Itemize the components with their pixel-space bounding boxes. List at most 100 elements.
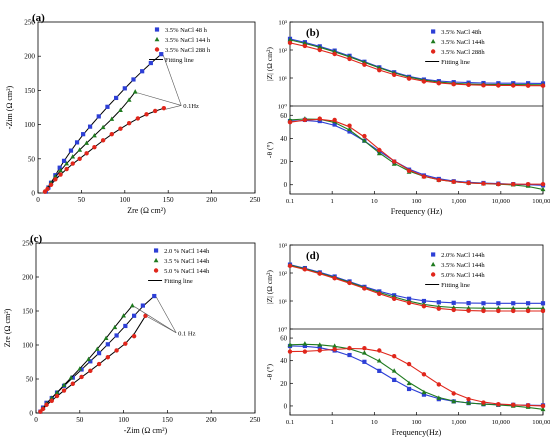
data-point-red [144, 112, 149, 117]
phase-point-red [451, 391, 456, 396]
x-tick-label: 50 [76, 416, 84, 424]
phase-point-green [347, 126, 352, 131]
y-axis-label-modulus: |Z| (Ω cm²) [265, 270, 274, 304]
x-tick-label: 250 [250, 416, 261, 424]
legend-label: Fitting line [441, 282, 470, 289]
y-tick-label: 250 [22, 240, 33, 248]
data-point-blue [57, 165, 62, 170]
x-axis-label: -Zim (Ω cm²) [124, 426, 168, 435]
x-tick-label: 200 [206, 196, 217, 204]
annotation-arrow [162, 55, 182, 106]
phase-point-red [481, 400, 486, 405]
data-point-red [61, 388, 67, 393]
x-tick-label: 100 [118, 416, 129, 424]
phase-point-blue [317, 118, 322, 124]
x-tick-label: 1,000 [451, 198, 467, 205]
y-tick-label: 10¹ [278, 76, 287, 83]
x-tick-label: 0.1 [286, 419, 294, 426]
x-tick-label: 250 [250, 196, 261, 204]
data-point-red [126, 121, 132, 126]
phase-point-red [466, 396, 471, 402]
y-tick-label: 0 [29, 410, 33, 418]
phase-point-red [332, 347, 337, 352]
data-point-blue [140, 303, 145, 308]
data-point-green [49, 395, 55, 400]
legend-label: 3.5% NaCl 144 h [165, 37, 211, 44]
data-point-green [61, 382, 67, 387]
modulus-point-red [540, 308, 546, 314]
data-point-green [92, 132, 97, 138]
phase-point-red [525, 403, 531, 408]
data-point-red [135, 116, 141, 121]
data-point-green [86, 356, 91, 362]
x-tick-label: 0 [36, 196, 40, 204]
modulus-point-red [436, 306, 442, 311]
phase-point-red [377, 348, 382, 353]
x-axis-label: Frequency (Hz) [391, 207, 443, 216]
legend-marker-red [430, 272, 436, 277]
modulus-point-blue [526, 301, 531, 306]
phase-point-red [302, 117, 308, 123]
data-point-green [121, 313, 126, 318]
phase-point-red [436, 177, 442, 183]
phase-point-blue [377, 368, 382, 373]
y-tick-label: 10³ [278, 20, 287, 27]
phase-point-red [540, 403, 546, 409]
data-point-green [52, 173, 58, 179]
y-tick-label: 40 [280, 358, 287, 365]
modulus-point-blue [481, 301, 486, 306]
plot-frame [37, 21, 256, 194]
modulus-point-red [451, 307, 456, 313]
data-point-blue [132, 313, 137, 318]
phase-point-red [391, 159, 397, 164]
data-point-blue [152, 293, 157, 299]
y-axis-label-phase: -θ (°) [265, 363, 274, 380]
data-point-green [100, 124, 106, 130]
y-axis-label-modulus: |Z| (Ω cm²) [265, 47, 274, 81]
phase-point-red [511, 402, 516, 408]
y-tick-label: 0 [31, 190, 35, 198]
phase-point-blue [332, 122, 337, 127]
modulus-point-red [466, 308, 471, 313]
data-point-red [42, 189, 48, 194]
data-point-red [131, 333, 137, 339]
data-point-green [94, 346, 100, 351]
data-point-red [44, 402, 49, 408]
modulus-point-red [332, 51, 337, 57]
phase-point-red [287, 349, 293, 354]
legend-label: 3.5% NaCl 144h [441, 39, 485, 46]
phase-point-red [481, 181, 486, 186]
modulus-point-green [510, 305, 516, 311]
legend-marker-blue [153, 248, 159, 253]
modulus-point-red [525, 308, 531, 314]
data-point-blue [148, 60, 153, 66]
modulus-point-red [347, 280, 352, 286]
annotation-arrow [147, 316, 177, 334]
data-point-blue [114, 333, 119, 338]
phase-point-green [376, 150, 382, 156]
data-point-blue [123, 323, 128, 329]
annotation-arrow [134, 306, 177, 334]
modulus-point-blue [466, 301, 471, 306]
modulus-point-red [347, 56, 352, 62]
phase-point-green [317, 342, 323, 347]
modulus-point-green [540, 305, 546, 311]
phase-point-red [317, 116, 322, 121]
x-tick-label: 10 [371, 198, 378, 205]
phase-point-red [377, 147, 382, 153]
panel-d: 0.1 1 10 100 1,000 10,000 100,000 10⁰ 10¹ 10² 10³ 0… [265, 243, 550, 438]
data-point-green [84, 140, 90, 145]
phase-point-green [287, 342, 293, 347]
y-tick-label: 20 [280, 159, 287, 166]
modulus-point-blue [406, 296, 412, 301]
y-tick-label: 200 [22, 274, 33, 282]
panel-a: 00 50 50 100 100 150 150 200 200 250 250 Zre (Ω cm²… [5, 12, 261, 215]
modulus-point-green [302, 40, 308, 45]
modulus-point-red [511, 308, 516, 314]
data-point-green [132, 89, 138, 94]
modulus-fit-red [289, 42, 543, 87]
modulus-point-blue [451, 300, 456, 305]
y-tick-label: 50 [26, 376, 34, 384]
